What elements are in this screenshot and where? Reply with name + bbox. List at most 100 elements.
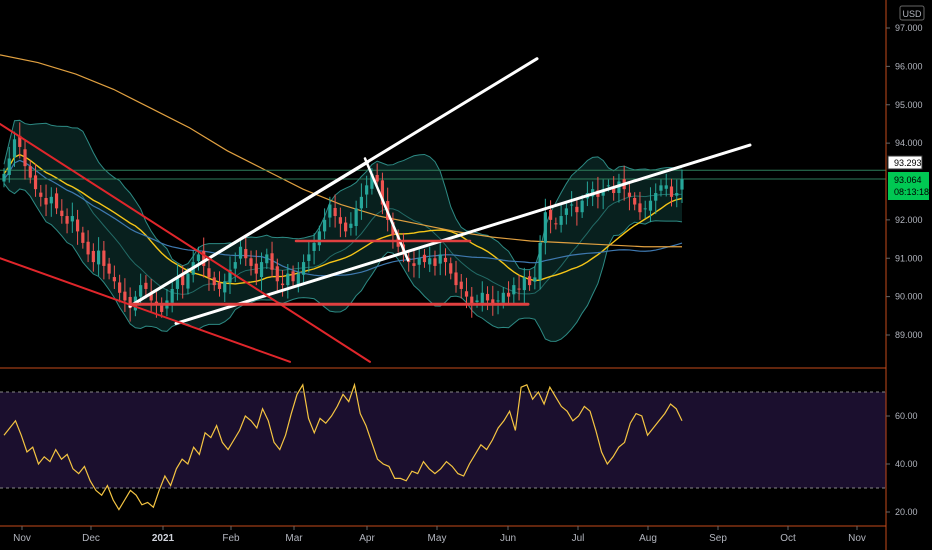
candle-body [12,139,17,158]
rsi-ticks: 60.00 40.00 20.00 [886,411,918,517]
price-tick-label: 92.000 [895,215,923,225]
trendline-white-lower-channel [174,143,752,325]
candle-body [491,299,495,305]
candle-body [244,249,248,259]
trendline-red-lower [0,257,291,363]
candle-body [254,263,258,274]
candle-body [44,198,48,205]
candle-body [422,254,427,263]
candle-body [633,198,637,205]
candle-body [675,193,679,196]
moving-average-yellow [3,153,683,285]
candle-body [428,258,432,265]
price-horizontal-lines [0,169,886,180]
candle-body [97,250,101,265]
candle-body [196,254,201,261]
candle-body [160,303,164,312]
candle-body [575,206,579,213]
time-tick-label: Dec [82,533,100,544]
candle-body [91,250,95,263]
candle-body [543,212,547,243]
time-tick-label: Oct [780,533,796,544]
candle-body [170,288,174,303]
candle-body [344,222,348,232]
price-tick-label: 89.000 [895,330,923,340]
candle-body [570,204,574,206]
price-tick-label: 94.000 [895,138,923,148]
candle-body [75,219,80,232]
candle-body [654,193,658,201]
candle-body [33,175,38,190]
trendline-white-rising [128,161,370,308]
candle-body [312,242,316,251]
time-tick-label: Nov [848,533,866,544]
candle-body [538,242,542,280]
last-price-text: 93.064 [894,175,922,185]
time-axis[interactable]: Nov Dec 2021 Feb Mar Apr May Jun Jul Aug Sep Oct Nov [0,525,886,544]
trendline-red-descending [0,122,371,363]
countdown-text: 08:13:18 [894,187,929,197]
candle-body [65,216,69,224]
candle-body [307,254,311,261]
time-tick-label: Nov [13,533,31,544]
candle-body [18,135,22,147]
candle-body [527,276,532,286]
candle-body [549,209,553,220]
candle-body [580,200,584,213]
candle-body [280,283,285,286]
candle-body [7,158,11,175]
candle-body [275,266,279,282]
candle-body [217,282,222,289]
candle-body [60,210,64,217]
candle-body [643,208,647,210]
price-tick-label: 97.000 [895,23,923,33]
rsi-tick-label: 20.00 [895,507,918,517]
candle-body [202,250,206,266]
candle-body [496,300,500,302]
rsi-tick-label: 40.00 [895,459,918,469]
candle-body [601,189,605,196]
time-ticks: Nov Dec 2021 Feb Mar Apr May Jun Jul Aug Sep Oct Nov [13,526,866,544]
candle-body [449,263,453,274]
rsi-band-background [0,392,886,488]
candle-body [2,173,6,182]
candle-body [517,288,521,290]
price-axis[interactable]: USD 97.000 96.000 95.000 94.000 92.000 91.000… [885,0,929,550]
price-pane[interactable] [0,54,886,363]
candle-body [606,185,611,187]
candle-body [207,268,211,278]
candle-body [554,223,558,225]
candle-body [265,254,269,264]
candle-body [664,185,668,189]
currency-badge[interactable] [899,5,925,21]
candle-body [181,275,185,286]
candle-body [149,292,153,301]
candle-body [485,293,490,301]
candle-body [480,292,484,304]
candle-body [70,216,74,222]
price-label-box [887,155,923,170]
candle-body [559,216,563,225]
candle-body [459,281,463,289]
candle-body [349,223,353,228]
candle-body [412,263,416,266]
candle-body [454,272,458,286]
candle-body [107,263,111,274]
time-tick-label: Sep [709,533,727,544]
moving-average-blue [3,159,683,277]
candle-body [333,207,337,217]
bollinger-lower [3,183,683,342]
candle-body [564,208,568,215]
currency-label: USD [902,9,922,19]
candle-body [86,241,90,255]
time-tick-label: Apr [359,533,375,544]
rsi-pane[interactable] [0,382,886,511]
candle-body [81,232,85,243]
candle-body [359,196,363,209]
candle-body [669,186,674,197]
candle-body [102,250,106,266]
candle-body [680,179,684,190]
moving-average-orange [0,54,682,248]
trendline-drawings[interactable] [0,57,752,363]
